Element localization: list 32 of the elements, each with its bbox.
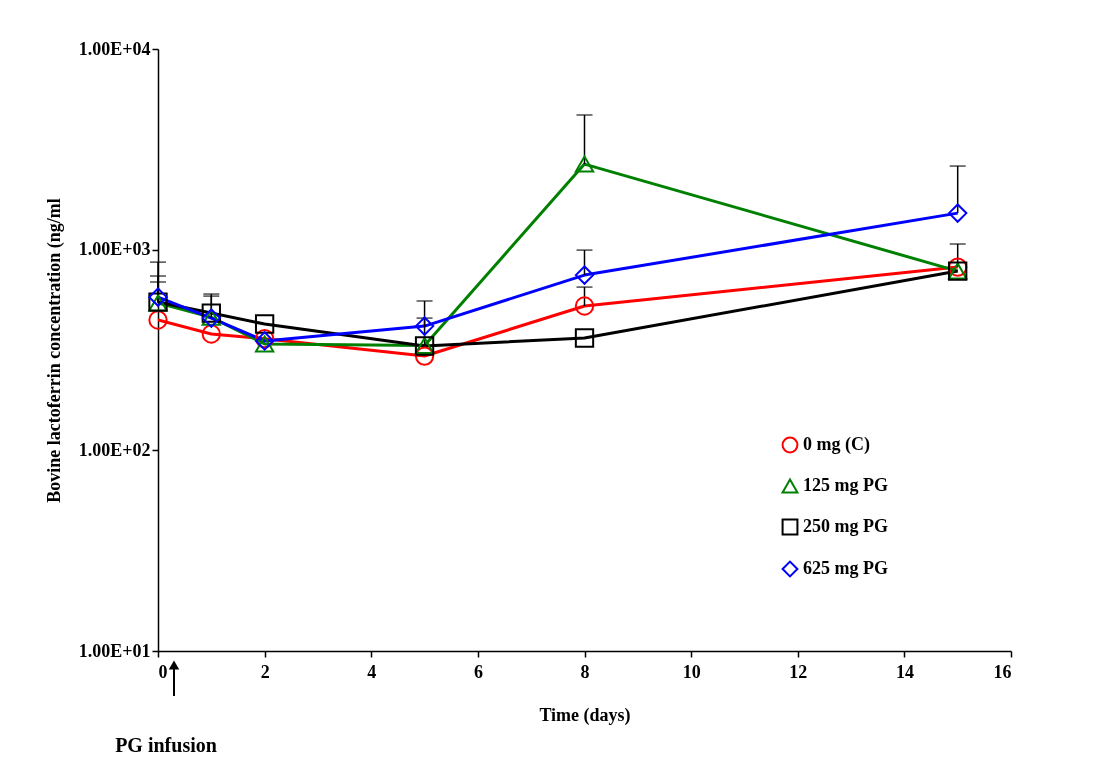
x-tick-label: 14: [895, 661, 914, 682]
y-tick-label: 1.00E+03: [78, 239, 151, 260]
point: [414, 316, 435, 336]
point: [574, 155, 595, 173]
text: PG infusion: [115, 734, 217, 756]
point: [148, 287, 168, 307]
point: [254, 314, 275, 334]
x-tick-label: 12: [789, 661, 808, 682]
x-tick-label: 2: [260, 661, 270, 682]
y-tick-label: 1.00E+02: [78, 439, 151, 460]
x-tick-label: 0: [158, 661, 168, 682]
legend-label: 625 mg PG: [803, 558, 888, 578]
point: [574, 328, 595, 348]
point: [574, 296, 595, 316]
point: [414, 346, 435, 366]
point: [148, 310, 168, 330]
y-tick-label: 1.00E+01: [78, 640, 151, 661]
y-tick-label: 1.00E+04: [78, 38, 151, 59]
point: [201, 324, 221, 344]
point: [574, 265, 595, 285]
point: [201, 303, 221, 323]
legend-label: 0 mg (C): [803, 434, 870, 455]
x-tick-label: 8: [580, 661, 590, 682]
legend-label: 125 mg PG: [803, 475, 888, 495]
x-tick-label: 4: [367, 661, 377, 682]
legend-label: 250 mg PG: [803, 516, 888, 536]
y-axis-title: Bovine lactoferrin concentration (ng/ml: [43, 198, 65, 503]
x-tick-label: 16: [993, 661, 1012, 682]
point: [948, 203, 968, 223]
x-tick-label: 6: [473, 661, 483, 682]
x-axis-title: Time (days): [539, 704, 631, 726]
x-tick-label: 10: [682, 661, 701, 682]
